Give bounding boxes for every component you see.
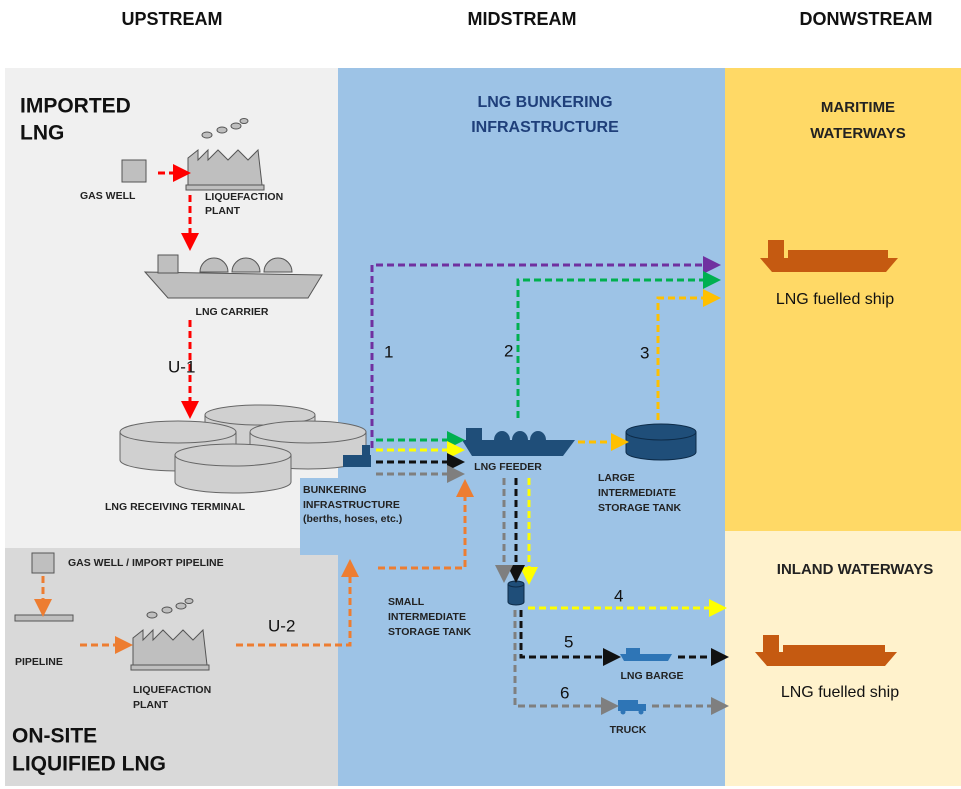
node-label: LNG CARRIER (196, 306, 269, 318)
region-title: INFRASTRUCTURE (471, 119, 619, 136)
node-label: LNG FEEDER (474, 461, 542, 473)
node-label: LNG fuelled ship (781, 684, 899, 701)
route-label: 6 (560, 683, 569, 702)
node-label: GAS WELL (80, 190, 136, 202)
node-label: PIPELINE (15, 656, 63, 668)
region-title: LNG BUNKERING (477, 94, 612, 111)
column-header: UPSTREAM (121, 9, 222, 29)
node-label: LNG RECEIVING TERMINAL (105, 501, 246, 513)
region-title: WATERWAYS (810, 125, 906, 142)
route-label: 3 (640, 343, 649, 362)
node-label: LIQUEFACTION (205, 191, 283, 203)
pipeline-icon (15, 615, 73, 621)
node-label: PLANT (205, 205, 241, 217)
region-title: LIQUIFIED LNG (12, 753, 166, 776)
node-label: INFRASTRUCTURE (303, 499, 400, 511)
node-label: STORAGE TANK (598, 502, 681, 514)
node-label: BUNKERING (303, 484, 367, 496)
node-label: GAS WELL / IMPORT PIPELINE (68, 557, 224, 569)
node-label: LNG BARGE (621, 670, 684, 682)
node-label: INTERMEDIATE (598, 487, 676, 499)
node-label: INTERMEDIATE (388, 611, 466, 623)
route-label: U-1 (168, 357, 195, 376)
diagram: UPSTREAM MIDSTREAM DONWSTREAM IMPORTED L… (0, 0, 961, 789)
node-label: LIQUEFACTION (133, 684, 211, 696)
node-label: PLANT (133, 699, 169, 711)
route-label: 5 (564, 632, 573, 651)
node-label: LNG fuelled ship (776, 291, 894, 308)
column-header: MIDSTREAM (468, 9, 577, 29)
region-title: ON-SITE (12, 725, 97, 748)
small-tank-icon (508, 581, 524, 605)
node-label: TRUCK (610, 724, 647, 736)
node-label: SMALL (388, 596, 425, 608)
gas-well-pipeline-icon (32, 553, 54, 573)
node-label: (berths, hoses, etc.) (303, 513, 402, 525)
node-label: STORAGE TANK (388, 626, 471, 638)
column-header: DONWSTREAM (800, 9, 933, 29)
region-title: LNG (20, 122, 64, 145)
route-label: 1 (384, 342, 393, 361)
region-title: INLAND WATERWAYS (777, 561, 933, 578)
route-label: U-2 (268, 616, 295, 635)
route-label: 2 (504, 341, 513, 360)
region-title: MARITIME (821, 99, 895, 116)
node-label: LARGE (598, 472, 635, 484)
large-tank-icon (626, 424, 696, 460)
region-title: IMPORTED (20, 95, 131, 118)
route-label: 4 (614, 586, 623, 605)
gas-well-icon (122, 160, 146, 182)
